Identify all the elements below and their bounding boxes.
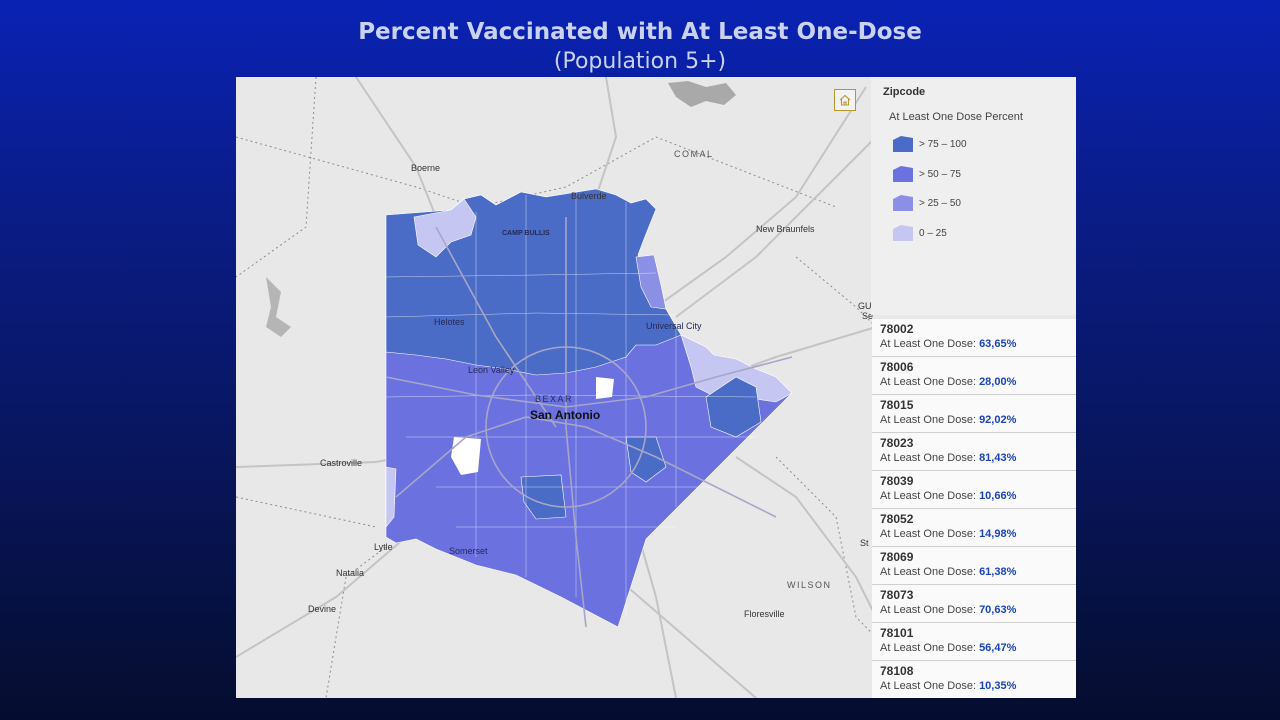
legend-label-1: > 75 – 100 — [919, 138, 967, 150]
zipcode: 78039 — [880, 474, 914, 488]
home-icon — [839, 94, 851, 106]
zipcode: 78023 — [880, 436, 914, 450]
label-st-partial: St — [860, 538, 869, 548]
zip-gap-1 — [451, 437, 481, 475]
metric-label: At Least One Dose: — [880, 376, 980, 388]
legend-swatch-1 — [893, 136, 913, 152]
zipcode-list-item[interactable]: 78101 At Least One Dose: 56,47% — [872, 623, 1076, 661]
label-castroville: Castroville — [320, 458, 363, 468]
label-comal: COMAL — [674, 149, 714, 159]
legend-swatch-2 — [893, 166, 913, 182]
zipcode: 78006 — [880, 360, 914, 374]
label-gu-partial: GU — [858, 301, 872, 311]
legend-panel: Zipcode At Least One Dose Percent > 75 –… — [871, 77, 1076, 315]
zipcode: 78069 — [880, 550, 914, 564]
label-leon-valley: Leon Valley — [468, 365, 515, 375]
legend-row: > 25 – 50 — [893, 194, 961, 212]
legend-row: 0 – 25 — [893, 224, 947, 242]
zip-patch-south — [520, 474, 567, 520]
metric-value: 63,65% — [979, 338, 1017, 350]
zipcode: 78015 — [880, 398, 914, 412]
label-se-partial: Se — [862, 311, 874, 321]
legend-row: > 50 – 75 — [893, 165, 961, 183]
zipcode-list-item[interactable]: 78039 At Least One Dose: 10,66% — [872, 471, 1076, 509]
label-boerne: Boerne — [411, 163, 441, 173]
metric-value: 81,43% — [979, 452, 1017, 464]
label-somerset: Somerset — [449, 546, 488, 556]
legend-label-4: 0 – 25 — [919, 227, 947, 239]
zipcode-list-item[interactable]: 78002 At Least One Dose: 63,65% — [872, 319, 1076, 357]
title-line-2: (Population 5+) — [553, 49, 727, 74]
legend-field-title: At Least One Dose Percent — [889, 111, 1023, 123]
zipcode: 78052 — [880, 512, 914, 526]
zip-patch-west — [385, 466, 397, 528]
label-floresville: Floresville — [744, 609, 785, 619]
metric-label: At Least One Dose: — [880, 566, 980, 578]
zip-patch-north-east — [635, 254, 667, 310]
home-button[interactable] — [834, 89, 856, 111]
zip-boundaries — [385, 192, 757, 617]
metric-label: At Least One Dose: — [880, 452, 980, 464]
label-helotes: Helotes — [434, 317, 465, 327]
label-lytle: Lytle — [374, 542, 393, 552]
lake-medina — [266, 277, 291, 337]
title-line-1: Percent Vaccinated with At Least One-Dos… — [358, 19, 922, 45]
metric-value: 10,66% — [979, 490, 1017, 502]
zip-patch-east — [705, 376, 762, 438]
zipcode-list-item[interactable]: 78023 At Least One Dose: 81,43% — [872, 433, 1076, 471]
metric-value: 70,63% — [979, 604, 1017, 616]
metric-value: 28,00% — [979, 376, 1017, 388]
label-universal-city: Universal City — [646, 321, 702, 331]
zipcode-list-item[interactable]: 78073 At Least One Dose: 70,63% — [872, 585, 1076, 623]
metric-label: At Least One Dose: — [880, 642, 980, 654]
legend-label-3: > 25 – 50 — [919, 197, 961, 209]
zipcode-list-item[interactable]: 78006 At Least One Dose: 28,00% — [872, 357, 1076, 395]
legend-label-2: > 50 – 75 — [919, 168, 961, 180]
zipcode: 78073 — [880, 588, 914, 602]
zip-gap-2 — [596, 377, 614, 399]
metric-label: At Least One Dose: — [880, 528, 980, 540]
legend-row: > 75 – 100 — [893, 135, 967, 153]
label-wilson: WILSON — [787, 580, 832, 590]
zipcode-list-item[interactable]: 78015 At Least One Dose: 92,02% — [872, 395, 1076, 433]
label-devine: Devine — [308, 604, 337, 614]
lake-canyon — [668, 81, 736, 107]
zipcode-list-item[interactable]: 78108 At Least One Dose: 10,35% — [872, 661, 1076, 698]
label-new-braunfels: New Braunfels — [756, 224, 815, 234]
zipcode-list-item[interactable]: 78069 At Least One Dose: 61,38% — [872, 547, 1076, 585]
zip-patch-nw — [413, 198, 477, 258]
label-natalia: Natalia — [336, 568, 365, 578]
metric-label: At Least One Dose: — [880, 338, 980, 350]
metric-value: 56,47% — [979, 642, 1017, 654]
zipcode: 78108 — [880, 664, 914, 678]
zipcode: 78101 — [880, 626, 914, 640]
metric-value: 14,98% — [979, 528, 1017, 540]
legend-layer-title: Zipcode — [883, 86, 926, 98]
metric-value: 61,38% — [979, 566, 1017, 578]
metric-value: 92,02% — [979, 414, 1017, 426]
metric-label: At Least One Dose: — [880, 414, 980, 426]
label-san-antonio: San Antonio — [530, 408, 601, 422]
legend-swatch-3 — [893, 195, 913, 211]
map-panel[interactable]: COMAL Boerne Bulverde New Braunfels CAMP… — [236, 77, 1076, 698]
label-bexar: BEXAR — [535, 394, 574, 404]
legend-swatch-4 — [893, 225, 913, 241]
zipcode: 78002 — [880, 322, 914, 336]
zipcode-list-item[interactable]: 78052 At Least One Dose: 14,98% — [872, 509, 1076, 547]
metric-value: 10,35% — [979, 680, 1017, 692]
metric-label: At Least One Dose: — [880, 680, 980, 692]
metric-label: At Least One Dose: — [880, 604, 980, 616]
label-bulverde: Bulverde — [571, 191, 607, 201]
label-camp-bullis: CAMP BULLIS — [502, 230, 550, 237]
map-title: Percent Vaccinated with At Least One-Dos… — [0, 18, 1280, 76]
metric-label: At Least One Dose: — [880, 490, 980, 502]
highways — [385, 217, 793, 628]
zipcode-list[interactable]: 78002 At Least One Dose: 63,65% 78006 At… — [872, 319, 1076, 698]
